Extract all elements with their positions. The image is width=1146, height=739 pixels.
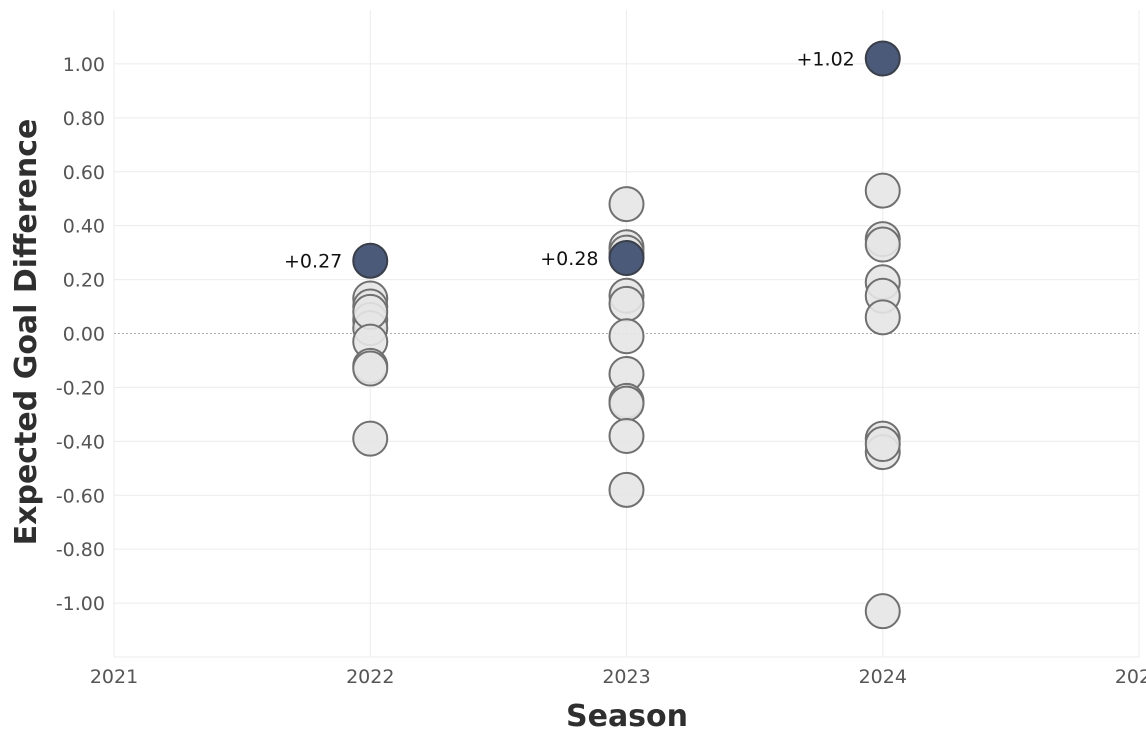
data-point bbox=[864, 226, 901, 263]
data-point bbox=[864, 299, 901, 336]
y-tick-label: 0.80 bbox=[63, 108, 105, 130]
x-tick-label: 2024 bbox=[859, 666, 907, 688]
data-point bbox=[608, 385, 645, 422]
highlight-point bbox=[608, 240, 645, 277]
data-point bbox=[608, 417, 645, 454]
y-tick-label: -1.00 bbox=[56, 593, 105, 615]
y-tick-label: -0.40 bbox=[56, 431, 105, 453]
data-point bbox=[864, 172, 901, 209]
y-tick-label: -0.80 bbox=[56, 539, 105, 561]
x-axis-ticks: 2021 2022 2023 2024 2025 bbox=[90, 666, 1146, 688]
y-tick-label: 0.20 bbox=[63, 270, 105, 292]
data-point bbox=[352, 420, 389, 457]
highlight-point bbox=[864, 40, 901, 77]
x-tick-label: 2022 bbox=[346, 666, 394, 688]
y-tick-label: 1.00 bbox=[63, 54, 105, 76]
x-tick-label: 2021 bbox=[90, 666, 138, 688]
y-tick-label: 0.40 bbox=[63, 216, 105, 238]
data-label: +0.28 bbox=[540, 248, 598, 270]
highlight-point bbox=[352, 242, 389, 279]
data-point bbox=[608, 471, 645, 508]
data-point bbox=[608, 186, 645, 223]
x-tick-label: 2025 bbox=[1115, 666, 1146, 688]
x-tick-label: 2023 bbox=[602, 666, 650, 688]
y-axis-title: Expected Goal Difference bbox=[9, 119, 44, 546]
y-tick-label: -0.20 bbox=[56, 377, 105, 399]
data-labels: +0.27 +0.28 +1.02 bbox=[284, 49, 855, 273]
data-points bbox=[352, 40, 901, 630]
data-point bbox=[608, 285, 645, 322]
data-point bbox=[352, 350, 389, 387]
data-point bbox=[864, 426, 901, 463]
data-point bbox=[864, 593, 901, 630]
x-axis-title: Season bbox=[566, 699, 688, 734]
y-tick-label: -0.60 bbox=[56, 485, 105, 507]
data-point bbox=[608, 318, 645, 355]
y-tick-label: 0.00 bbox=[63, 324, 105, 346]
data-label: +0.27 bbox=[284, 251, 342, 273]
y-axis-ticks: -1.00 -0.80 -0.60 -0.40 -0.20 0.00 0.20 0.40 0.6… bbox=[56, 54, 105, 615]
y-tick-label: 0.60 bbox=[63, 162, 105, 184]
data-label: +1.02 bbox=[797, 49, 855, 71]
